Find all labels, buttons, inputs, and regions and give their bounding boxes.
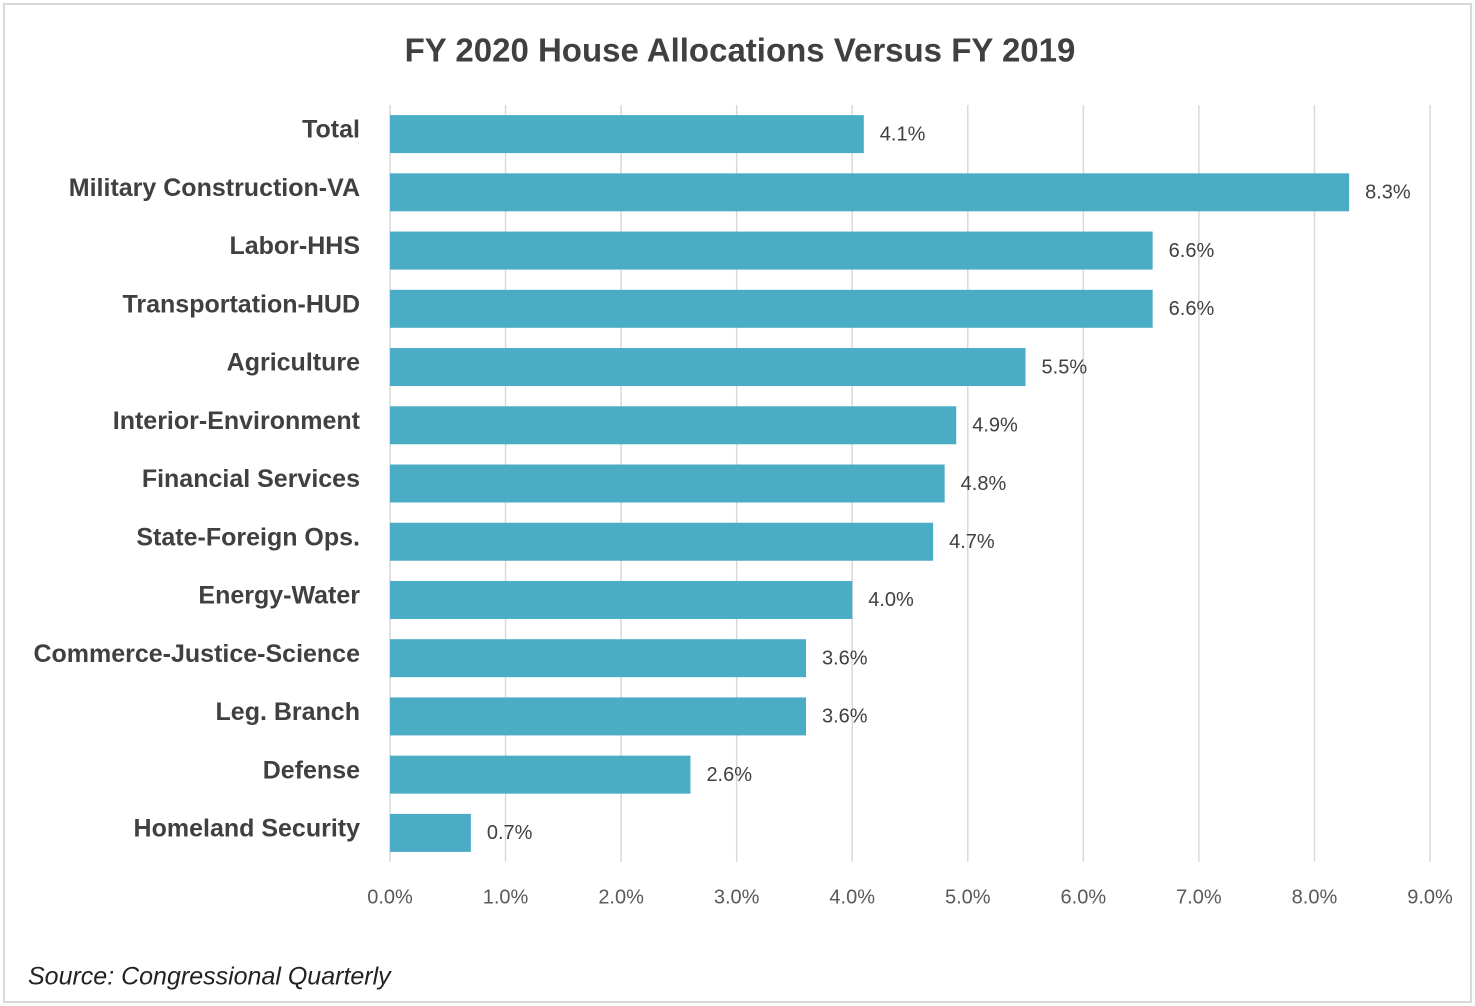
bar (390, 813, 471, 852)
category-label: Homeland Security (134, 814, 361, 842)
x-tick-label: 2.0% (598, 886, 644, 908)
value-label: 4.7% (949, 531, 995, 553)
x-tick-label: 3.0% (714, 886, 760, 908)
category-label: Defense (263, 756, 360, 784)
category-label: Commerce-Justice-Science (33, 640, 360, 668)
bar (390, 115, 864, 154)
category-label: Interior-Environment (113, 407, 361, 435)
value-label: 4.1% (880, 123, 926, 145)
bar (390, 697, 806, 736)
bar (390, 755, 691, 794)
bar (390, 348, 1026, 387)
bar (390, 639, 806, 678)
value-label: 6.6% (1169, 298, 1215, 320)
value-label: 4.9% (972, 415, 1018, 437)
x-tick-label: 1.0% (483, 886, 529, 908)
x-tick-label: 5.0% (945, 886, 991, 908)
x-tick-label: 4.0% (829, 886, 875, 908)
x-tick-label: 8.0% (1292, 886, 1338, 908)
value-label: 3.6% (822, 647, 868, 669)
category-label: Agriculture (227, 349, 360, 377)
value-label: 3.6% (822, 706, 868, 728)
x-tick-label: 9.0% (1407, 886, 1453, 908)
value-label: 6.6% (1169, 240, 1215, 262)
bar (390, 406, 957, 445)
x-tick-label: 6.0% (1061, 886, 1107, 908)
value-label: 8.3% (1365, 182, 1411, 204)
value-label: 2.6% (706, 764, 752, 786)
bar (390, 289, 1153, 328)
category-label: Labor-HHS (229, 232, 360, 260)
x-tick-label: 0.0% (367, 886, 413, 908)
value-label: 4.0% (868, 589, 914, 611)
x-tick-label: 7.0% (1176, 886, 1222, 908)
category-label: Energy-Water (198, 582, 360, 610)
value-label: 5.5% (1042, 356, 1088, 378)
category-label: Transportation-HUD (123, 290, 361, 318)
category-label: State-Foreign Ops. (136, 523, 360, 551)
bar (390, 580, 853, 619)
category-label: Military Construction-VA (69, 174, 360, 202)
value-label: 4.8% (961, 473, 1007, 495)
value-label: 0.7% (487, 822, 533, 844)
chart-frame (3, 3, 1472, 1003)
bar (390, 173, 1350, 212)
bar (390, 464, 945, 503)
chart-title: FY 2020 House Allocations Versus FY 2019 (405, 32, 1076, 69)
category-label: Total (302, 116, 360, 144)
category-label: Leg. Branch (216, 698, 360, 726)
category-label: Financial Services (142, 465, 360, 493)
bar (390, 522, 934, 561)
bar (390, 231, 1153, 270)
source-note: Source: Congressional Quarterly (28, 963, 392, 991)
